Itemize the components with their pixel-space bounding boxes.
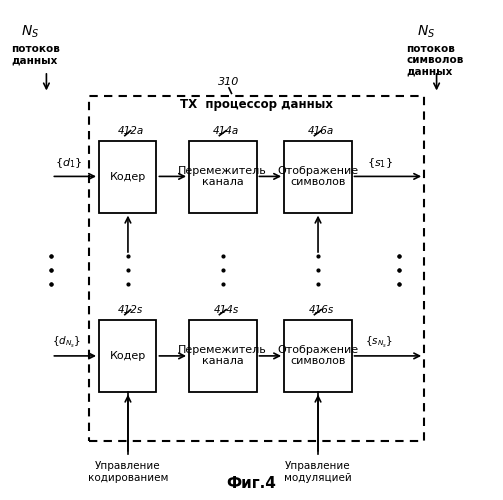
Text: 416a: 416a: [308, 126, 334, 136]
Text: 414a: 414a: [213, 126, 239, 136]
FancyBboxPatch shape: [99, 320, 156, 392]
Text: Отображение
символов: Отображение символов: [277, 166, 358, 188]
Text: 416s: 416s: [308, 304, 334, 314]
Text: 310: 310: [218, 77, 239, 87]
Text: 414s: 414s: [213, 304, 239, 314]
Text: Управление
кодированием: Управление кодированием: [88, 462, 168, 483]
FancyBboxPatch shape: [284, 140, 352, 212]
Text: 412s: 412s: [118, 304, 143, 314]
Text: потоков
символов
данных: потоков символов данных: [406, 44, 464, 77]
Text: Перемежитель
канала: Перемежитель канала: [179, 166, 267, 188]
FancyBboxPatch shape: [189, 320, 257, 392]
Text: Управление
модуляцией: Управление модуляцией: [284, 462, 352, 483]
Text: Перемежитель
канала: Перемежитель канала: [179, 345, 267, 366]
Text: Фиг.4: Фиг.4: [226, 476, 277, 491]
Text: $\{s_1\}$: $\{s_1\}$: [367, 156, 392, 170]
Text: TX  процессор данных: TX процессор данных: [180, 98, 333, 112]
FancyBboxPatch shape: [189, 140, 257, 212]
FancyBboxPatch shape: [284, 320, 352, 392]
Text: $\{s_{N_s}\}$: $\{s_{N_s}\}$: [365, 335, 392, 350]
FancyBboxPatch shape: [89, 96, 424, 442]
Text: Отображение
символов: Отображение символов: [277, 345, 358, 366]
Text: Кодер: Кодер: [110, 172, 146, 181]
Text: $\{d_{N_s}\}$: $\{d_{N_s}\}$: [52, 335, 81, 350]
FancyBboxPatch shape: [99, 140, 156, 212]
Text: Кодер: Кодер: [110, 350, 146, 360]
Text: 412a: 412a: [117, 126, 144, 136]
Text: $\{d_1\}$: $\{d_1\}$: [55, 156, 82, 170]
Text: потоков
данных: потоков данных: [12, 44, 60, 66]
Text: $N_S$: $N_S$: [416, 24, 435, 40]
Text: $N_S$: $N_S$: [22, 24, 40, 40]
